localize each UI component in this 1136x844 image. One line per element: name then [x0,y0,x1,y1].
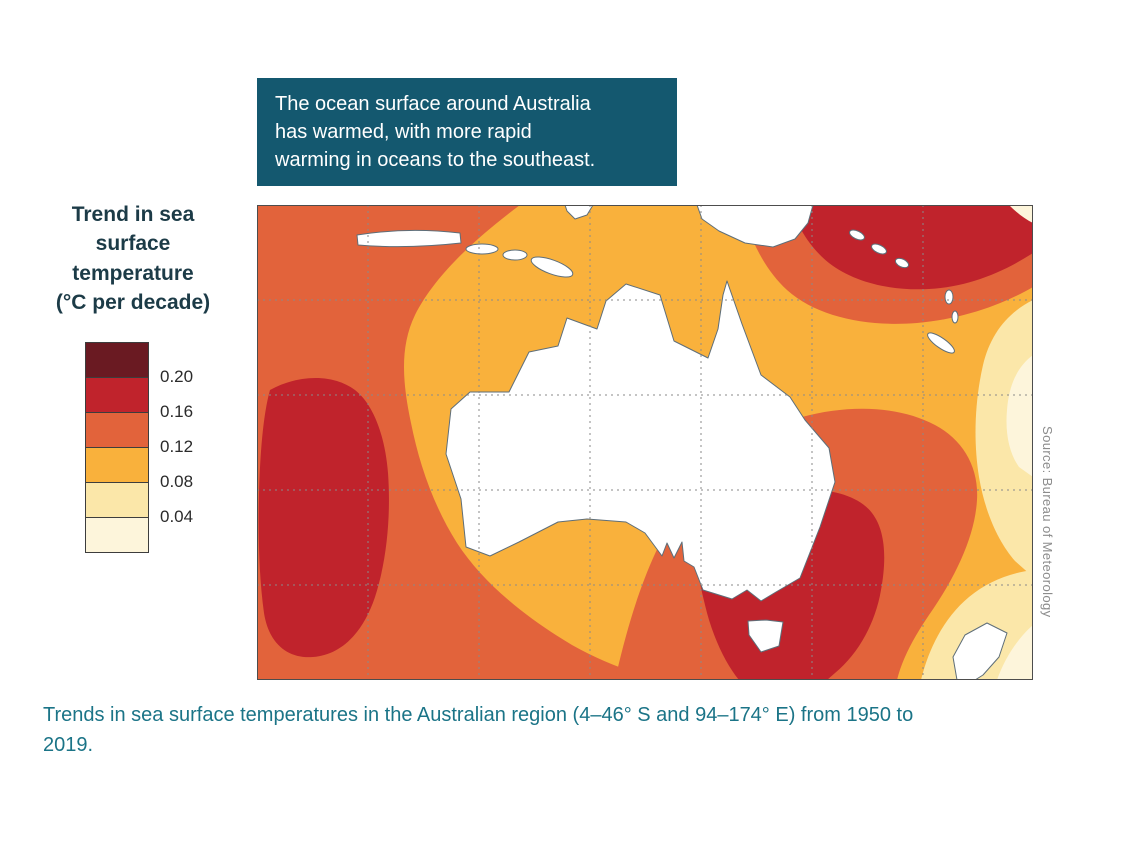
solomon-island [849,229,865,241]
java-landmass [356,229,462,248]
sea-surface-temperature-map [257,205,1033,680]
legend-swatch-stack [85,342,149,553]
legend-title: Trend in sea surface temperature (°C per… [30,200,236,318]
sunda-island [465,243,499,255]
caption: Trends in sea surface temperatures in th… [43,704,914,756]
hotspot-west [258,377,389,658]
legend-tick-label: 0.20 [160,367,194,386]
timor-island [530,256,574,278]
legend-swatch [85,342,149,378]
coolest-patch-top-corner [1009,205,1033,223]
cool-band-southeast-corner [921,570,1033,680]
source-note: Source: Bureau of Meteorology [1040,426,1055,618]
new-guinea-landmass [696,205,814,248]
legend-tick-label: 0.16 [160,402,194,421]
map-border [257,205,1033,680]
legend-swatch [85,482,149,518]
legend-swatch [85,412,149,448]
annotation-box: The ocean surface around Australia has w… [257,78,677,186]
legend-labels: 0.20 0.16 0.12 0.08 0.04 [160,342,230,572]
legend-tick-label: 0.08 [160,472,194,491]
annotation-text: has warmed, with more rapid [275,121,532,143]
coolest-patch-east-edge [1006,355,1033,477]
annotation-text: warming in oceans to the southeast. [275,149,596,171]
hotspot-northeast [790,205,1033,290]
vanuatu-island [951,310,959,324]
sulawesi-tip-landmass [564,205,594,220]
map-svg [257,205,1033,680]
legend-tick-label: 0.04 [160,507,194,526]
legend-title-line: (°C per decade) [55,291,211,315]
solomon-island [871,243,887,255]
coolest-patch-bottom-corner [997,625,1033,680]
legend-swatch [85,517,149,553]
legend-title-line: temperature [72,261,194,285]
solomon-island [894,257,910,269]
new-zealand-landmass [952,622,1008,680]
australia-landmass [445,280,836,602]
vanuatu-island [944,289,954,305]
tasmania-landmass [747,619,784,653]
landmasses [356,205,1008,680]
annotation-text: The ocean surface around Australia [275,93,591,115]
legend-tick-label: 0.12 [160,437,194,456]
sunda-island [502,249,528,261]
legend-swatch [85,447,149,483]
legend-title-line: surface [95,232,171,256]
legend-title-line: Trend in sea [71,203,195,226]
cool-band-east [975,300,1033,577]
new-caledonia-island [927,332,955,354]
legend-swatch [85,377,149,413]
